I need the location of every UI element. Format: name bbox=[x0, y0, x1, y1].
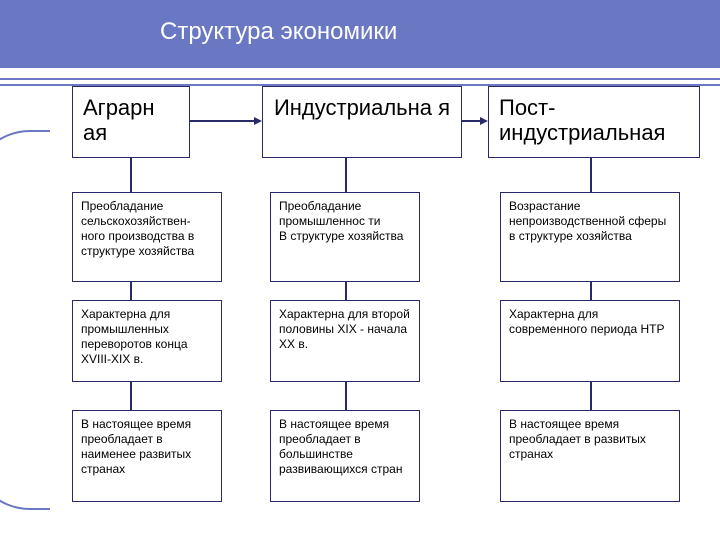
arrow-head-icon bbox=[480, 117, 488, 125]
connector bbox=[590, 382, 592, 410]
arrow-head-icon bbox=[254, 117, 262, 125]
col2-row0: Возрастание непроизводственной сферы в с… bbox=[500, 192, 680, 282]
connector bbox=[130, 158, 132, 192]
divider bbox=[0, 78, 720, 80]
col0-row1: Характерна для промышленных переворотов … bbox=[72, 300, 222, 382]
col-head-agrarian: Аграрн ая bbox=[72, 86, 190, 158]
col1-row0: Преобладание промышленнос ти В структуре… bbox=[270, 192, 420, 282]
col1-row2: В настоящее время преобладает в большинс… bbox=[270, 410, 420, 502]
connector bbox=[590, 282, 592, 300]
col0-row2: В настоящее время преобладает в наименее… bbox=[72, 410, 222, 502]
col-head-postindustrial: Пост-индустриальная bbox=[488, 86, 700, 158]
connector bbox=[130, 282, 132, 300]
col0-row0: Преобладание сельскохозяйствен-ного прои… bbox=[72, 192, 222, 282]
arrow-line bbox=[190, 120, 254, 122]
col2-row1: Характерна для современного периода НТР bbox=[500, 300, 680, 382]
col1-row1: Характерна для второй половины XIX - нач… bbox=[270, 300, 420, 382]
decorative-curve bbox=[0, 130, 50, 510]
page-title: Структура экономики bbox=[160, 18, 397, 46]
col-head-industrial: Индустриальна я bbox=[262, 86, 462, 158]
arrow-line bbox=[462, 120, 480, 122]
connector bbox=[590, 158, 592, 192]
connector bbox=[345, 282, 347, 300]
connector bbox=[130, 382, 132, 410]
connector bbox=[345, 382, 347, 410]
col2-row2: В настоящее время преобладает в развитых… bbox=[500, 410, 680, 502]
connector bbox=[345, 158, 347, 192]
